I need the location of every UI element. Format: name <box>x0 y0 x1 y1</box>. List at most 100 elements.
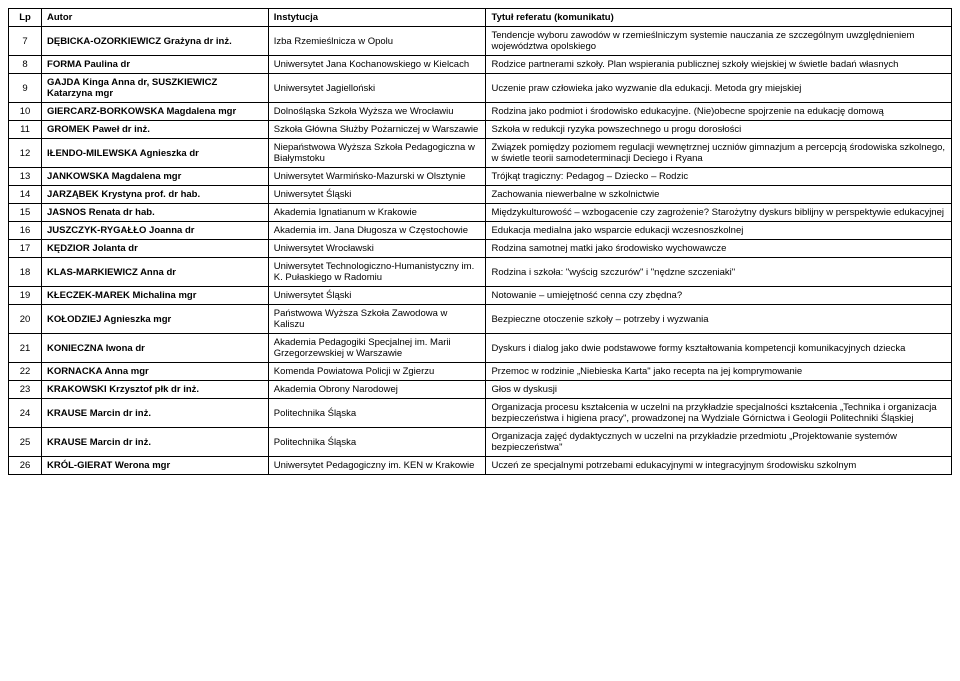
cell-instytucja: Akademia im. Jana Długosza w Częstochowi… <box>268 222 486 240</box>
table-row: 15JASNOS Renata dr hab.Akademia Ignatian… <box>9 204 952 222</box>
table-row: 13JANKOWSKA Magdalena mgrUniwersytet War… <box>9 168 952 186</box>
cell-lp: 18 <box>9 258 42 287</box>
table-row: 12IŁENDO-MILEWSKA Agnieszka drNiepaństwo… <box>9 139 952 168</box>
cell-tytul: Notowanie – umiejętność cenna czy zbędna… <box>486 287 952 305</box>
table-row: 14JARZĄBEK Krystyna prof. dr hab.Uniwers… <box>9 186 952 204</box>
cell-instytucja: Uniwersytet Technologiczno-Humanistyczny… <box>268 258 486 287</box>
table-row: 7DĘBICKA-OZORKIEWICZ Grażyna dr inż.Izba… <box>9 27 952 56</box>
table-row: 9GAJDA Kinga Anna dr, SUSZKIEWICZ Katarz… <box>9 74 952 103</box>
cell-tytul: Dyskurs i dialog jako dwie podstawowe fo… <box>486 334 952 363</box>
cell-tytul: Organizacja procesu kształcenia w uczeln… <box>486 399 952 428</box>
table-row: 17KĘDZIOR Jolanta drUniwersytet Wrocławs… <box>9 240 952 258</box>
cell-autor: DĘBICKA-OZORKIEWICZ Grażyna dr inż. <box>42 27 269 56</box>
table-row: 10GIERCARZ-BORKOWSKA Magdalena mgrDolnoś… <box>9 103 952 121</box>
cell-lp: 16 <box>9 222 42 240</box>
cell-autor: KRAUSE Marcin dr inż. <box>42 399 269 428</box>
table-row: 23KRAKOWSKI Krzysztof płk dr inż.Akademi… <box>9 381 952 399</box>
table-row: 11GROMEK Paweł dr inż.Szkoła Główna Służ… <box>9 121 952 139</box>
header-instytucja: Instytucja <box>268 9 486 27</box>
cell-lp: 17 <box>9 240 42 258</box>
cell-autor: KRAKOWSKI Krzysztof płk dr inż. <box>42 381 269 399</box>
cell-instytucja: Uniwersytet Warmińsko-Mazurski w Olsztyn… <box>268 168 486 186</box>
cell-tytul: Międzykulturowość – wzbogacenie czy zagr… <box>486 204 952 222</box>
cell-autor: GROMEK Paweł dr inż. <box>42 121 269 139</box>
cell-instytucja: Uniwersytet Wrocławski <box>268 240 486 258</box>
cell-instytucja: Politechnika Śląska <box>268 428 486 457</box>
cell-tytul: Rodzice partnerami szkoły. Plan wspieran… <box>486 56 952 74</box>
cell-autor: JARZĄBEK Krystyna prof. dr hab. <box>42 186 269 204</box>
table-row: 25KRAUSE Marcin dr inż.Politechnika Śląs… <box>9 428 952 457</box>
table-row: 16JUSZCZYK-RYGAŁŁO Joanna drAkademia im.… <box>9 222 952 240</box>
cell-lp: 7 <box>9 27 42 56</box>
table-row: 8FORMA Paulina drUniwersytet Jana Kochan… <box>9 56 952 74</box>
cell-instytucja: Politechnika Śląska <box>268 399 486 428</box>
cell-autor: KLAS-MARKIEWICZ Anna dr <box>42 258 269 287</box>
cell-instytucja: Akademia Pedagogiki Specjalnej im. Marii… <box>268 334 486 363</box>
header-autor: Autor <box>42 9 269 27</box>
cell-autor: KORNACKA Anna mgr <box>42 363 269 381</box>
cell-autor: KRÓL-GIERAT Werona mgr <box>42 457 269 475</box>
cell-instytucja: Uniwersytet Śląski <box>268 287 486 305</box>
cell-lp: 24 <box>9 399 42 428</box>
cell-lp: 19 <box>9 287 42 305</box>
cell-lp: 13 <box>9 168 42 186</box>
cell-autor: FORMA Paulina dr <box>42 56 269 74</box>
table-row: 21KONIECZNA Iwona drAkademia Pedagogiki … <box>9 334 952 363</box>
cell-instytucja: Dolnośląska Szkoła Wyższa we Wrocławiu <box>268 103 486 121</box>
cell-autor: JUSZCZYK-RYGAŁŁO Joanna dr <box>42 222 269 240</box>
table-row: 22KORNACKA Anna mgrKomenda Powiatowa Pol… <box>9 363 952 381</box>
cell-lp: 9 <box>9 74 42 103</box>
cell-instytucja: Państwowa Wyższa Szkoła Zawodowa w Kalis… <box>268 305 486 334</box>
cell-lp: 14 <box>9 186 42 204</box>
cell-lp: 22 <box>9 363 42 381</box>
cell-autor: JANKOWSKA Magdalena mgr <box>42 168 269 186</box>
cell-tytul: Bezpieczne otoczenie szkoły – potrzeby i… <box>486 305 952 334</box>
cell-tytul: Zachowania niewerbalne w szkolnictwie <box>486 186 952 204</box>
cell-instytucja: Szkoła Główna Służby Pożarniczej w Warsz… <box>268 121 486 139</box>
cell-lp: 23 <box>9 381 42 399</box>
cell-instytucja: Uniwersytet Jana Kochanowskiego w Kielca… <box>268 56 486 74</box>
cell-autor: GAJDA Kinga Anna dr, SUSZKIEWICZ Katarzy… <box>42 74 269 103</box>
cell-lp: 26 <box>9 457 42 475</box>
cell-instytucja: Akademia Obrony Narodowej <box>268 381 486 399</box>
cell-lp: 11 <box>9 121 42 139</box>
cell-lp: 25 <box>9 428 42 457</box>
cell-tytul: Edukacja medialna jako wsparcie edukacji… <box>486 222 952 240</box>
cell-autor: KOŁODZIEJ Agnieszka mgr <box>42 305 269 334</box>
cell-tytul: Uczeń ze specjalnymi potrzebami edukacyj… <box>486 457 952 475</box>
cell-tytul: Tendencje wyboru zawodów w rzemieślniczy… <box>486 27 952 56</box>
header-lp: Lp <box>9 9 42 27</box>
cell-lp: 15 <box>9 204 42 222</box>
table-row: 20KOŁODZIEJ Agnieszka mgrPaństwowa Wyższ… <box>9 305 952 334</box>
cell-autor: JASNOS Renata dr hab. <box>42 204 269 222</box>
abstracts-table: Lp Autor Instytucja Tytuł referatu (komu… <box>8 8 952 475</box>
table-row: 19KŁECZEK-MAREK Michalina mgrUniwersytet… <box>9 287 952 305</box>
cell-tytul: Rodzina jako podmiot i środowisko edukac… <box>486 103 952 121</box>
cell-lp: 10 <box>9 103 42 121</box>
cell-autor: IŁENDO-MILEWSKA Agnieszka dr <box>42 139 269 168</box>
cell-tytul: Przemoc w rodzinie „Niebieska Karta" jak… <box>486 363 952 381</box>
cell-tytul: Trójkąt tragiczny: Pedagog – Dziecko – R… <box>486 168 952 186</box>
cell-tytul: Związek pomiędzy poziomem regulacji wewn… <box>486 139 952 168</box>
cell-lp: 21 <box>9 334 42 363</box>
cell-tytul: Rodzina i szkoła: "wyścig szczurów" i "n… <box>486 258 952 287</box>
cell-tytul: Szkoła w redukcji ryzyka powszechnego u … <box>486 121 952 139</box>
table-row: 26KRÓL-GIERAT Werona mgrUniwersytet Peda… <box>9 457 952 475</box>
cell-instytucja: Izba Rzemieślnicza w Opolu <box>268 27 486 56</box>
cell-autor: KĘDZIOR Jolanta dr <box>42 240 269 258</box>
cell-autor: KRAUSE Marcin dr inż. <box>42 428 269 457</box>
cell-instytucja: Komenda Powiatowa Policji w Zgierzu <box>268 363 486 381</box>
cell-instytucja: Akademia Ignatianum w Krakowie <box>268 204 486 222</box>
header-tytul: Tytuł referatu (komunikatu) <box>486 9 952 27</box>
cell-autor: KŁECZEK-MAREK Michalina mgr <box>42 287 269 305</box>
cell-tytul: Rodzina samotnej matki jako środowisko w… <box>486 240 952 258</box>
table-row: 18KLAS-MARKIEWICZ Anna drUniwersytet Tec… <box>9 258 952 287</box>
cell-lp: 12 <box>9 139 42 168</box>
cell-lp: 8 <box>9 56 42 74</box>
cell-instytucja: Uniwersytet Śląski <box>268 186 486 204</box>
cell-instytucja: Niepaństwowa Wyższa Szkoła Pedagogiczna … <box>268 139 486 168</box>
table-row: 24KRAUSE Marcin dr inż.Politechnika Śląs… <box>9 399 952 428</box>
header-row: Lp Autor Instytucja Tytuł referatu (komu… <box>9 9 952 27</box>
cell-instytucja: Uniwersytet Jagielloński <box>268 74 486 103</box>
cell-autor: GIERCARZ-BORKOWSKA Magdalena mgr <box>42 103 269 121</box>
